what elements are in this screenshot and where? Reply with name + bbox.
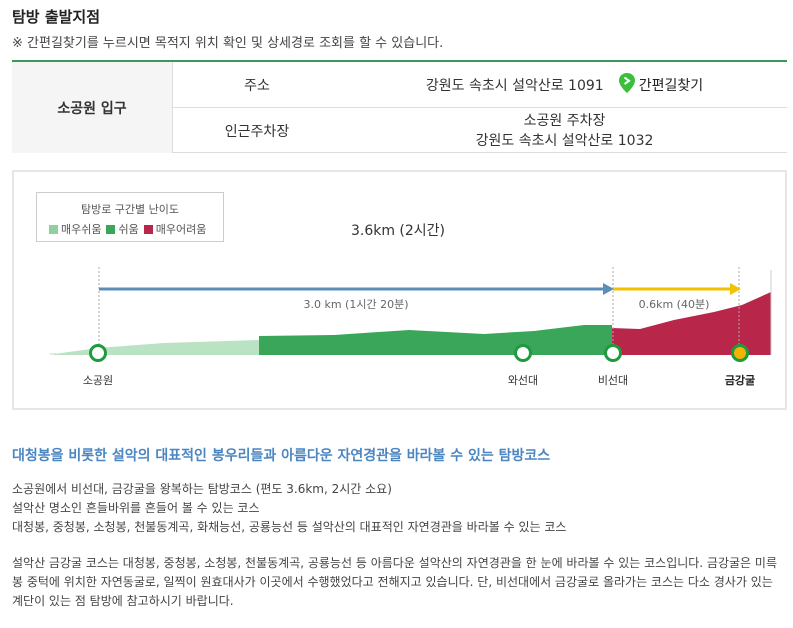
course-summary-list: 소공원에서 비선대, 금강굴을 왕복하는 탐방코스 (편도 3.6km, 2시간… xyxy=(12,480,566,537)
course-summary-line: 대청봉, 중청봉, 소청봉, 천불동계곡, 화채능선, 공룡능선 등 설악산의 … xyxy=(12,520,567,534)
segment-very-easy-area xyxy=(54,340,259,355)
legend-item-easy: 쉬움 xyxy=(106,221,139,237)
waypoint-marker-geumganggul xyxy=(731,344,749,362)
address-value: 강원도 속초시 설악산로 1091 xyxy=(425,77,604,94)
section-title: 탐방 출발지점 xyxy=(12,8,101,26)
course-summary-line: 소공원에서 비선대, 금강굴을 왕복하는 탐방코스 (편도 3.6km, 2시간… xyxy=(12,482,392,496)
trail-profile-panel: 3.6km (2시간) 3.0 km (1시간 20분) 0.6km (40분)… xyxy=(12,170,787,410)
entrance-name: 소공원 입구 xyxy=(12,62,172,153)
map-pin-icon xyxy=(618,72,636,98)
entrance-info-table: 소공원 입구 주소 강원도 속초시 설악산로 1091 간편길찾기 인근주차장 … xyxy=(12,60,787,153)
legend-label-easy: 쉬움 xyxy=(118,223,139,236)
directions-note: ※ 간편길찾기를 누르시면 목적지 위치 확인 및 상세경로 조회를 할 수 있… xyxy=(12,36,444,51)
course-heading: 대청봉을 비롯한 설악의 대표적인 봉우리들과 아름다운 자연경관을 바라볼 수… xyxy=(12,448,551,464)
row-divider xyxy=(172,107,787,108)
parking-name: 소공원 주차장 xyxy=(523,112,606,129)
course-description: 설악산 금강굴 코스는 대청봉, 중청봉, 소청봉, 천불동계곡, 공룡능선 등… xyxy=(12,554,782,611)
trail-profile-chart: 3.6km (2시간) 3.0 km (1시간 20분) 0.6km (40분)… xyxy=(50,223,772,387)
segment-2-label: 0.6km (40분) xyxy=(639,298,710,311)
waypoint-label-sogongwon: 소공원 xyxy=(83,374,113,387)
legend-label-very-hard: 매우어려움 xyxy=(155,223,207,236)
parking-label: 인근주차장 xyxy=(224,123,290,140)
difficulty-legend: 탐방로 구간별 난이도 매우쉬움 쉬움 매우어려움 xyxy=(36,192,224,242)
total-distance-label: 3.6km (2시간) xyxy=(351,223,445,239)
course-description-line: 설악산 금강굴 코스는 대청봉, 중청봉, 소청봉, 천불동계곡, 공룡능선 등… xyxy=(12,556,777,570)
legend-swatch-easy xyxy=(106,224,116,234)
segment-very-hard-area xyxy=(612,292,771,355)
legend-title: 탐방로 구간별 난이도 xyxy=(80,203,180,216)
course-description-line: 계단이 있는 점 탐방에 참고하시기 바랍니다. xyxy=(12,594,234,608)
waypoint-marker-bisundae xyxy=(604,344,622,362)
segment-1-label: 3.0 km (1시간 20분) xyxy=(303,298,408,311)
parking-cell: 소공원 주차장 강원도 속초시 설악산로 1032 xyxy=(342,108,787,153)
waypoint-label-geumganggul: 금강굴 xyxy=(725,373,755,387)
course-summary-line: 설악산 명소인 흔들바위를 흔들어 볼 수 있는 코스 xyxy=(12,501,260,515)
address-cell: 강원도 속초시 설악산로 1091 간편길찾기 xyxy=(342,62,787,107)
waypoint-label-bisundae: 비선대 xyxy=(598,374,628,387)
directions-label: 간편길찾기 xyxy=(638,77,704,94)
legend-swatch-very-hard xyxy=(143,224,153,234)
directions-button[interactable]: 간편길찾기 xyxy=(618,72,703,98)
segment-arrow-1-head xyxy=(603,283,614,295)
waypoint-marker-sogongwon xyxy=(89,344,107,362)
address-label: 주소 xyxy=(244,77,270,94)
legend-swatch-very-easy xyxy=(49,224,58,234)
parking-address: 강원도 속초시 설악산로 1032 xyxy=(475,132,654,149)
legend-item-very-easy: 매우쉬움 xyxy=(49,221,101,237)
course-description-line: 봉 중턱에 위치한 자연동굴로, 일찍이 원효대사가 이곳에서 수행했었다고 전… xyxy=(12,575,773,589)
waypoint-label-waseondae: 와선대 xyxy=(508,374,538,387)
waypoint-marker-waseondae xyxy=(514,344,532,362)
legend-label-very-easy: 매우쉬움 xyxy=(61,223,102,236)
segment-arrow-2-head xyxy=(730,283,741,295)
segment-easy-area xyxy=(259,325,612,355)
legend-item-very-hard: 매우어려움 xyxy=(143,221,207,237)
